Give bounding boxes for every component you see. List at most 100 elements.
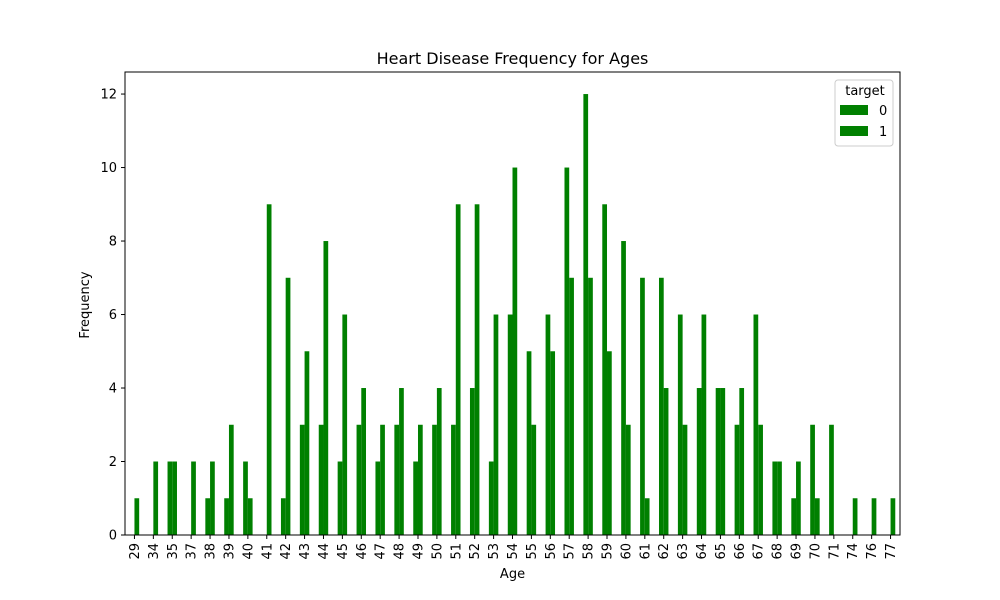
x-tick-label: 60 <box>619 543 634 560</box>
x-tick-label: 42 <box>279 543 294 560</box>
bar-age-68-target-1 <box>777 461 782 535</box>
bar-age-69-target-0 <box>791 498 797 535</box>
bar-age-44-target-0 <box>318 424 324 535</box>
bar-age-58-target-0 <box>583 94 589 536</box>
x-tick-label: 69 <box>790 543 805 560</box>
y-tick-label: 12 <box>100 88 117 103</box>
bar-age-76-target-1 <box>871 498 877 535</box>
x-tick-label: 58 <box>582 543 597 560</box>
bar-age-41-target-1 <box>266 204 272 536</box>
y-tick-label: 4 <box>109 382 117 397</box>
bar-age-70-target-1 <box>814 498 820 535</box>
bar-age-55-target-1 <box>531 424 537 535</box>
y-axis-label: Frequency <box>78 271 93 338</box>
bar-age-66-target-0 <box>734 424 740 535</box>
x-tick-label: 57 <box>563 543 578 560</box>
bar-age-66-target-1 <box>739 388 745 535</box>
x-tick-label: 61 <box>638 543 653 560</box>
bar-age-59-target-0 <box>602 204 608 536</box>
bar-age-46-target-1 <box>361 388 367 535</box>
bar-age-50-target-1 <box>436 388 442 535</box>
bar-age-48-target-1 <box>399 388 404 535</box>
bar-age-40-target-0 <box>243 461 248 535</box>
x-tick-label: 54 <box>506 543 521 560</box>
x-tick-label: 53 <box>487 543 502 560</box>
x-tick-label: 51 <box>449 543 464 560</box>
bar-age-51-target-1 <box>455 204 461 536</box>
x-tick-label: 62 <box>657 543 672 560</box>
bar-age-42-target-1 <box>285 277 291 535</box>
bar-age-53-target-1 <box>493 314 499 535</box>
x-tick-label: 47 <box>374 543 389 560</box>
bar-age-63-target-0 <box>677 314 683 535</box>
y-tick-label: 6 <box>109 308 117 323</box>
bar-age-45-target-0 <box>337 461 343 535</box>
bar-age-45-target-1 <box>342 314 348 535</box>
x-tick-label: 48 <box>393 543 408 560</box>
x-tick-label: 68 <box>771 543 786 560</box>
bar-age-49-target-1 <box>417 424 423 535</box>
bar-age-64-target-1 <box>701 314 707 535</box>
x-axis: 29 34 35 37 38 39 40 41 42 43 44 45 46 47 48 49 50 51 52 53… <box>128 535 899 560</box>
x-tick-label: 77 <box>884 543 899 560</box>
bars-group <box>134 94 896 536</box>
bar-age-57-target-1 <box>569 277 574 535</box>
chart-title: Heart Disease Frequency for Ages <box>377 49 649 68</box>
bar-age-65-target-1 <box>720 388 726 535</box>
legend-label-1: 1 <box>879 125 887 140</box>
x-tick-label: 63 <box>676 543 691 560</box>
bar-age-40-target-1 <box>247 498 253 535</box>
x-tick-label: 45 <box>336 543 351 560</box>
bar-age-54-target-1 <box>512 167 518 536</box>
x-tick-label: 50 <box>430 543 445 560</box>
bar-age-29-target-1 <box>134 498 140 535</box>
bar-age-54-target-0 <box>507 314 513 535</box>
bar-age-61-target-0 <box>640 277 645 535</box>
bar-age-65-target-0 <box>715 388 721 535</box>
bar-age-49-target-0 <box>413 461 418 535</box>
bar-age-67-target-0 <box>753 314 759 535</box>
bar-age-53-target-0 <box>488 461 494 535</box>
bar-age-38-target-1 <box>210 461 215 535</box>
x-tick-label: 39 <box>222 543 237 560</box>
legend-title: target <box>845 84 885 99</box>
bar-age-61-target-1 <box>644 498 650 535</box>
bar-age-58-target-1 <box>588 277 593 535</box>
x-tick-label: 38 <box>204 543 219 560</box>
bar-age-47-target-1 <box>380 424 385 535</box>
x-tick-label: 41 <box>260 543 275 560</box>
x-tick-label: 76 <box>865 543 880 560</box>
bar-age-37-target-1 <box>191 461 196 535</box>
bar-age-64-target-0 <box>696 388 702 535</box>
bar-age-59-target-1 <box>607 351 612 535</box>
x-tick-label: 74 <box>846 543 861 560</box>
plot-area-frame <box>124 71 901 536</box>
x-tick-label: 44 <box>317 543 332 560</box>
bar-age-50-target-0 <box>432 424 437 535</box>
bar-age-62-target-1 <box>663 388 669 535</box>
bar-age-48-target-0 <box>394 424 400 535</box>
legend: target 0 1 <box>834 79 894 147</box>
x-tick-label: 64 <box>695 543 710 560</box>
bar-age-62-target-0 <box>658 277 664 535</box>
y-tick-label: 0 <box>109 529 117 544</box>
x-tick-label: 52 <box>468 543 483 560</box>
legend-swatch-0 <box>840 105 868 115</box>
x-tick-label: 49 <box>411 543 426 560</box>
bar-age-51-target-0 <box>451 424 456 535</box>
x-tick-label: 59 <box>601 543 616 560</box>
bar-age-38-target-0 <box>205 498 211 535</box>
x-tick-label: 56 <box>544 543 559 560</box>
x-tick-label: 43 <box>298 543 313 560</box>
y-tick-label: 8 <box>109 235 117 250</box>
bar-age-52-target-0 <box>469 388 475 535</box>
bar-age-67-target-1 <box>758 424 763 535</box>
x-tick-label: 66 <box>733 543 748 560</box>
x-tick-label: 65 <box>714 543 729 560</box>
legend-label-0: 0 <box>879 104 887 119</box>
bar-age-60-target-1 <box>625 424 631 535</box>
x-axis-label: Age <box>500 567 525 582</box>
x-tick-label: 40 <box>241 543 256 560</box>
bar-age-77-target-1 <box>890 498 896 535</box>
